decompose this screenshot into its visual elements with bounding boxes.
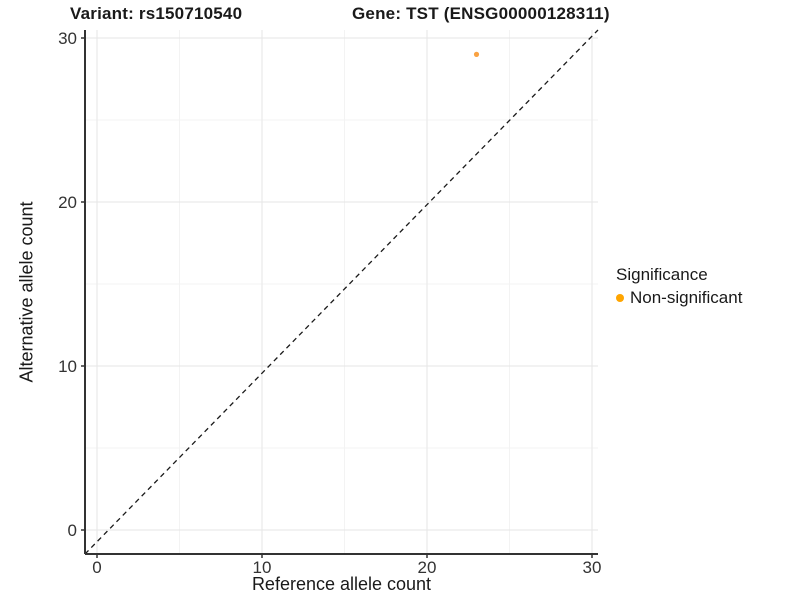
plot-title-variant: Variant: rs150710540	[70, 4, 243, 23]
y-axis-title: Alternative allele count	[16, 201, 37, 383]
y-tick-label: 20	[58, 193, 77, 212]
legend-item-label: Non-significant	[630, 288, 743, 307]
x-axis-title: Reference allele count	[251, 574, 432, 594]
y-tick-label: 0	[68, 521, 77, 540]
x-tick-label: 30	[583, 558, 602, 577]
legend-point-icon	[616, 294, 624, 302]
x-tick-label: 0	[92, 558, 101, 577]
legend-item-non-significant: Non-significant	[616, 288, 742, 308]
plot-title-gene: Gene: TST (ENSG00000128311)	[352, 4, 610, 23]
x-tick-label: 10	[253, 558, 272, 577]
identity-line	[84, 29, 599, 555]
y-tick-label: 10	[58, 357, 77, 376]
x-tick-label: 20	[418, 558, 437, 577]
legend-title: Significance	[616, 265, 708, 284]
legend: Significance Non-significant	[616, 265, 742, 308]
y-tick-label: 30	[58, 29, 77, 48]
data-point	[473, 51, 480, 58]
